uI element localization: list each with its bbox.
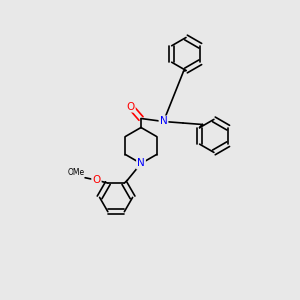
Text: N: N xyxy=(137,158,145,169)
Text: O: O xyxy=(92,175,101,185)
Text: OMe: OMe xyxy=(67,168,85,177)
Text: N: N xyxy=(160,116,167,127)
Text: O: O xyxy=(126,101,135,112)
